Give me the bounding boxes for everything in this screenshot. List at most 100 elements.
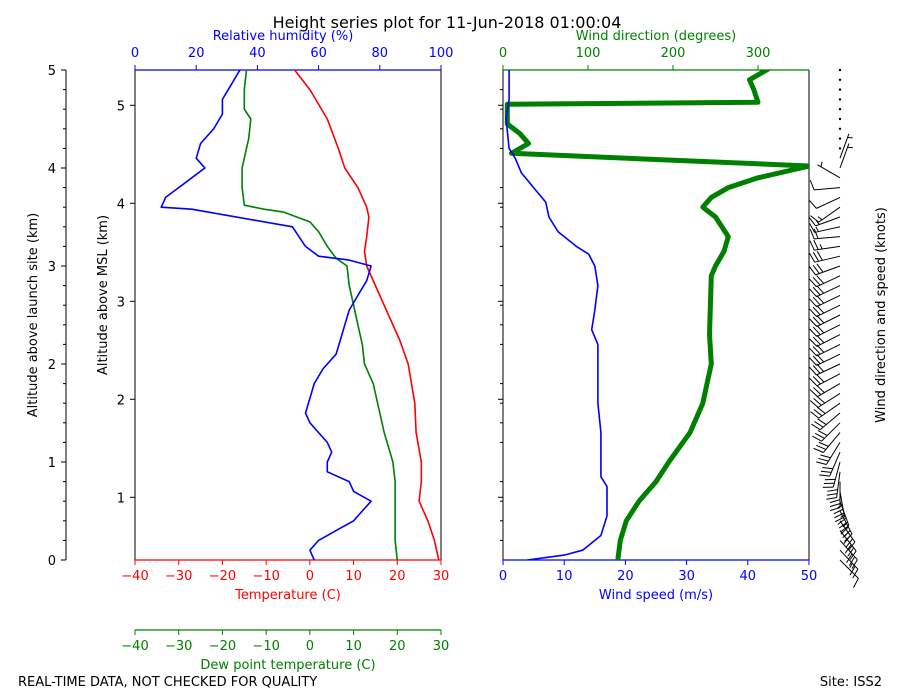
barb-flag (813, 408, 823, 417)
barb-flag (817, 418, 827, 425)
barb-calm (838, 88, 842, 91)
msl-tick-label: 2 (117, 393, 125, 408)
barb-flag (818, 441, 829, 447)
temperature-axis-label: Temperature (C) (234, 588, 341, 603)
barb-staff (816, 314, 841, 327)
barb-flag (808, 217, 816, 227)
barb-half-flag (820, 161, 823, 167)
barb-flag (809, 400, 819, 408)
barb-flag (812, 326, 821, 336)
barb-flag (829, 507, 841, 512)
barb-flag (816, 295, 825, 304)
barb-flag (845, 538, 854, 548)
barb-flag (844, 544, 852, 554)
barb-staff (829, 452, 841, 477)
barb-flag (810, 411, 820, 419)
dewpoint-tick-label: −30 (165, 639, 192, 654)
left-series-group (160, 70, 440, 560)
wind-speed-tick-label: 0 (499, 569, 507, 584)
barb-flag (847, 547, 855, 557)
dewpoint-tick-label: 10 (345, 639, 362, 654)
barb-staff (821, 422, 841, 442)
barb-flag (848, 541, 856, 551)
barb-flag (809, 308, 817, 317)
temperature-tick-label: 0 (306, 569, 314, 584)
quality-note: REAL-TIME DATA, NOT CHECKED FOR QUALITY (18, 675, 317, 690)
barb-flag (809, 288, 817, 298)
thermodynamic-panel: 0 1 2 3 4 5 Altitude above launch site (km) 1 2 3… (26, 29, 453, 673)
temperature-tick-label: −40 (121, 569, 148, 584)
barb-flag (844, 533, 853, 542)
barb-staff (832, 461, 841, 488)
barb-staff (822, 432, 841, 453)
barb-half-flag (815, 226, 819, 232)
barb-staff (816, 334, 841, 347)
barb-flag (809, 318, 818, 327)
barb-flag (837, 517, 847, 525)
barb-flag (816, 251, 823, 261)
wind-barbs: Wind direction and speed (knots) (808, 68, 889, 588)
barb-flag (846, 553, 853, 563)
barb-staff (816, 353, 841, 366)
barb-flag (826, 493, 838, 496)
barb-staff (839, 133, 850, 159)
msl-tick-label: 4 (117, 197, 125, 212)
barb-flag (816, 285, 825, 294)
barb-flag (812, 336, 821, 345)
barb-calm (838, 127, 842, 130)
barb-flag (842, 530, 851, 539)
dewpoint-tick-label: 0 (306, 639, 314, 654)
barb-flag (809, 357, 817, 366)
barb-staff (818, 402, 841, 419)
barb-flag (851, 559, 858, 569)
barb-staff (816, 324, 841, 337)
wind-speed-tick-label: 50 (801, 569, 818, 584)
barb-flag (809, 240, 815, 251)
barb-staff (815, 216, 841, 227)
wind-speed-line (505, 70, 608, 560)
barb-flag (829, 499, 841, 504)
barb-flag (834, 516, 845, 523)
barb-flag (809, 366, 817, 376)
barb-staff (818, 206, 841, 223)
barb-flag (809, 228, 815, 240)
barb-flag (808, 266, 816, 276)
barb-staff (816, 275, 841, 288)
barb-half-flag (842, 523, 847, 528)
barb-staff (814, 255, 841, 263)
barb-staff (839, 143, 850, 169)
barb-flag (812, 264, 820, 274)
launch-tick-label: 0 (48, 554, 56, 569)
wind-panel: 0 10 20 30 40 50 Wind speed (m/s) 0 100 200 300 Win… (498, 29, 817, 603)
wind-direction-tick-label: 100 (576, 46, 601, 61)
barb-flag (826, 497, 837, 500)
barb-flag (809, 278, 817, 288)
barb-flag (809, 338, 818, 347)
barb-staff (836, 471, 841, 498)
humidity-tick-label: 20 (188, 46, 205, 61)
barb-flag (813, 387, 822, 395)
barb-staff (819, 412, 841, 431)
barb-flag (818, 457, 829, 462)
dewpoint-line (241, 70, 399, 560)
barb-staff (816, 285, 841, 298)
barb-staff (839, 559, 859, 579)
barb-flag (811, 423, 821, 431)
barb-staff (816, 196, 841, 209)
temperature-tick-label: −20 (209, 569, 236, 584)
barb-flag (809, 200, 817, 209)
barb-flag (840, 526, 849, 535)
barb-staff (816, 343, 841, 357)
barb-calm (838, 68, 842, 72)
launch-axis-label: Altitude above launch site (km) (26, 213, 41, 417)
barb-flag (815, 432, 825, 439)
barb-flag (809, 252, 816, 263)
wind-direction-tick-label: 0 (499, 46, 507, 61)
wind-direction-tick-label: 200 (661, 46, 686, 61)
barb-flag (816, 444, 827, 450)
wind-direction-tick-label: 300 (746, 46, 771, 61)
barb-flag (849, 550, 857, 560)
barb-calm (838, 108, 842, 111)
barb-flag (816, 263, 824, 273)
barb-flag (820, 454, 831, 459)
